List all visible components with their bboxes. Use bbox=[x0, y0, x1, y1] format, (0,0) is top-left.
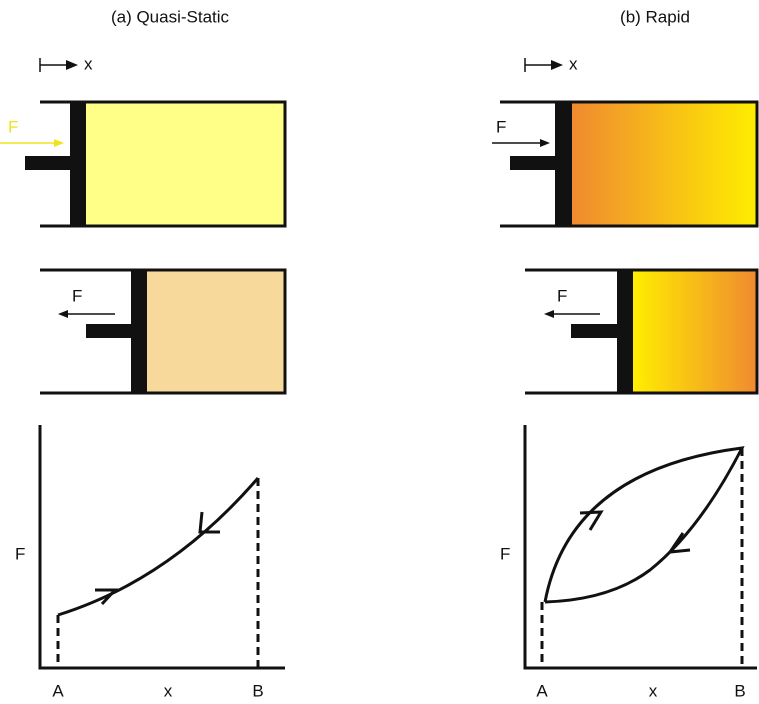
gas bbox=[147, 271, 285, 392]
curve-arrow bbox=[95, 588, 119, 606]
piston-rod bbox=[571, 324, 618, 338]
x-label: A bbox=[52, 681, 64, 700]
axes bbox=[38, 425, 285, 670]
cylinder bbox=[525, 268, 759, 395]
gas bbox=[86, 103, 285, 225]
force-label: F bbox=[72, 286, 82, 305]
x-label: x bbox=[569, 54, 578, 73]
arrowhead bbox=[66, 60, 78, 70]
y-label: F bbox=[500, 544, 510, 563]
curve-arrow bbox=[579, 510, 604, 531]
curve-arrow bbox=[198, 511, 220, 534]
arrowhead bbox=[540, 139, 550, 147]
x-label: x bbox=[164, 681, 173, 700]
axes bbox=[523, 425, 757, 670]
x-label: x bbox=[649, 681, 658, 700]
piston-rod bbox=[510, 156, 556, 170]
x-label: A bbox=[536, 681, 548, 700]
piston bbox=[617, 270, 633, 393]
gas bbox=[633, 271, 757, 392]
dashed-line bbox=[56, 478, 260, 668]
piston bbox=[70, 102, 86, 226]
arrowhead bbox=[58, 310, 68, 318]
panel-a: (a) Quasi-Static x F F F A x B bbox=[0, 7, 287, 700]
loop bbox=[543, 446, 745, 604]
panel-title: (a) Quasi-Static bbox=[111, 7, 230, 26]
arrowhead bbox=[544, 310, 554, 318]
x-direction bbox=[39, 58, 68, 72]
x-label: x bbox=[84, 54, 93, 73]
dashed-line bbox=[540, 448, 744, 668]
force-label: F bbox=[8, 117, 18, 136]
x-label: B bbox=[252, 681, 263, 700]
piston-rod bbox=[86, 324, 132, 338]
cylinder bbox=[40, 100, 287, 228]
arrowhead bbox=[551, 60, 563, 70]
x-label: B bbox=[734, 681, 745, 700]
panel-title: (b) Rapid bbox=[620, 7, 690, 26]
piston bbox=[131, 270, 147, 393]
cylinder bbox=[500, 100, 759, 228]
curve-arrow bbox=[666, 532, 691, 554]
gas bbox=[572, 103, 757, 225]
cylinder bbox=[40, 268, 287, 395]
x-direction bbox=[524, 58, 553, 72]
panel-b: (b) Rapid x F F F A x B bbox=[492, 7, 759, 700]
curve bbox=[57, 477, 260, 617]
piston-rod bbox=[25, 156, 71, 170]
force-label: F bbox=[557, 286, 567, 305]
force-label: F bbox=[496, 117, 506, 136]
y-label: F bbox=[15, 544, 25, 563]
piston bbox=[555, 102, 572, 226]
arrowhead bbox=[54, 139, 64, 147]
